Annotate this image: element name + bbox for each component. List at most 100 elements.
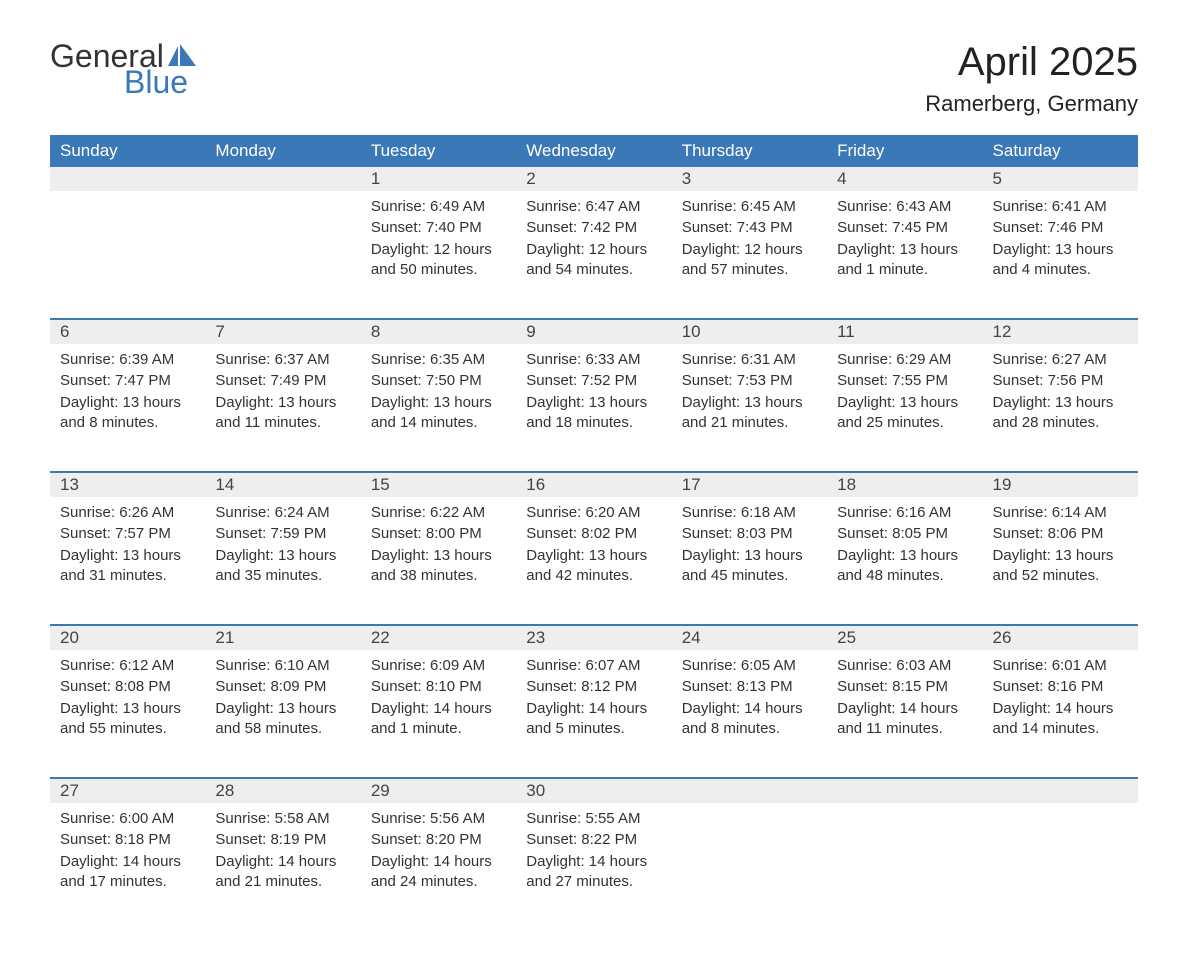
day-cell <box>50 191 205 319</box>
sunset-line: Sunset: 8:18 PM <box>60 830 195 850</box>
sunrise-line: Sunrise: 6:20 AM <box>526 503 661 523</box>
sunset-line: Sunset: 8:00 PM <box>371 524 506 544</box>
logo: General Blue <box>50 40 196 98</box>
day-number-cell <box>50 167 205 191</box>
day-cell: Sunrise: 6:43 AMSunset: 7:45 PMDaylight:… <box>827 191 982 319</box>
weekday-header: Saturday <box>983 135 1138 167</box>
sunset-line: Sunset: 7:55 PM <box>837 371 972 391</box>
day-cell: Sunrise: 5:58 AMSunset: 8:19 PMDaylight:… <box>205 803 360 931</box>
day-number-cell: 6 <box>50 319 205 344</box>
day-number-cell: 18 <box>827 472 982 497</box>
daylight-line: Daylight: 14 hours and 24 minutes. <box>371 852 506 893</box>
sunrise-line: Sunrise: 6:22 AM <box>371 503 506 523</box>
sunrise-line: Sunrise: 6:16 AM <box>837 503 972 523</box>
daylight-line: Daylight: 13 hours and 8 minutes. <box>60 393 195 434</box>
sunrise-line: Sunrise: 6:12 AM <box>60 656 195 676</box>
day-number-cell: 16 <box>516 472 671 497</box>
sunset-line: Sunset: 7:47 PM <box>60 371 195 391</box>
day-cell: Sunrise: 6:00 AMSunset: 8:18 PMDaylight:… <box>50 803 205 931</box>
weekday-header: Tuesday <box>361 135 516 167</box>
sunrise-line: Sunrise: 6:01 AM <box>993 656 1128 676</box>
sunrise-line: Sunrise: 6:14 AM <box>993 503 1128 523</box>
day-number-cell: 24 <box>672 625 827 650</box>
sunrise-line: Sunrise: 6:18 AM <box>682 503 817 523</box>
sunset-line: Sunset: 7:52 PM <box>526 371 661 391</box>
day-number-cell <box>983 778 1138 803</box>
day-number-row: 12345 <box>50 167 1138 191</box>
sunrise-line: Sunrise: 6:37 AM <box>215 350 350 370</box>
daylight-line: Daylight: 13 hours and 55 minutes. <box>60 699 195 740</box>
calendar-table: SundayMondayTuesdayWednesdayThursdayFrid… <box>50 135 1138 931</box>
day-content-row: Sunrise: 6:12 AMSunset: 8:08 PMDaylight:… <box>50 650 1138 778</box>
sunrise-line: Sunrise: 6:31 AM <box>682 350 817 370</box>
sunrise-line: Sunrise: 6:41 AM <box>993 197 1128 217</box>
day-cell: Sunrise: 6:35 AMSunset: 7:50 PMDaylight:… <box>361 344 516 472</box>
sunset-line: Sunset: 8:13 PM <box>682 677 817 697</box>
day-number-cell: 20 <box>50 625 205 650</box>
day-cell: Sunrise: 6:14 AMSunset: 8:06 PMDaylight:… <box>983 497 1138 625</box>
sunset-line: Sunset: 8:09 PM <box>215 677 350 697</box>
sunrise-line: Sunrise: 6:47 AM <box>526 197 661 217</box>
day-number-cell: 11 <box>827 319 982 344</box>
day-cell: Sunrise: 6:07 AMSunset: 8:12 PMDaylight:… <box>516 650 671 778</box>
day-number-cell: 25 <box>827 625 982 650</box>
day-cell: Sunrise: 6:37 AMSunset: 7:49 PMDaylight:… <box>205 344 360 472</box>
day-number-cell <box>827 778 982 803</box>
day-number-cell: 26 <box>983 625 1138 650</box>
sunset-line: Sunset: 7:46 PM <box>993 218 1128 238</box>
day-number-cell: 17 <box>672 472 827 497</box>
day-number-row: 20212223242526 <box>50 625 1138 650</box>
day-cell: Sunrise: 6:49 AMSunset: 7:40 PMDaylight:… <box>361 191 516 319</box>
day-number-cell: 19 <box>983 472 1138 497</box>
daylight-line: Daylight: 13 hours and 25 minutes. <box>837 393 972 434</box>
sunrise-line: Sunrise: 6:49 AM <box>371 197 506 217</box>
day-cell: Sunrise: 6:05 AMSunset: 8:13 PMDaylight:… <box>672 650 827 778</box>
title-block: April 2025 Ramerberg, Germany <box>925 40 1138 117</box>
day-number-cell: 15 <box>361 472 516 497</box>
day-cell <box>827 803 982 931</box>
sunrise-line: Sunrise: 5:55 AM <box>526 809 661 829</box>
sunset-line: Sunset: 8:06 PM <box>993 524 1128 544</box>
sunset-line: Sunset: 8:16 PM <box>993 677 1128 697</box>
day-number-cell: 13 <box>50 472 205 497</box>
sunrise-line: Sunrise: 6:26 AM <box>60 503 195 523</box>
daylight-line: Daylight: 12 hours and 54 minutes. <box>526 240 661 281</box>
day-number-cell: 10 <box>672 319 827 344</box>
daylight-line: Daylight: 13 hours and 31 minutes. <box>60 546 195 587</box>
sunset-line: Sunset: 7:45 PM <box>837 218 972 238</box>
sunrise-line: Sunrise: 6:05 AM <box>682 656 817 676</box>
day-number-cell <box>672 778 827 803</box>
sunset-line: Sunset: 8:02 PM <box>526 524 661 544</box>
sunset-line: Sunset: 8:20 PM <box>371 830 506 850</box>
daylight-line: Daylight: 13 hours and 1 minute. <box>837 240 972 281</box>
day-number-cell: 28 <box>205 778 360 803</box>
day-cell: Sunrise: 6:27 AMSunset: 7:56 PMDaylight:… <box>983 344 1138 472</box>
sunrise-line: Sunrise: 6:00 AM <box>60 809 195 829</box>
location: Ramerberg, Germany <box>925 91 1138 117</box>
day-content-row: Sunrise: 6:39 AMSunset: 7:47 PMDaylight:… <box>50 344 1138 472</box>
day-content-row: Sunrise: 6:00 AMSunset: 8:18 PM Daylight:… <box>50 803 1138 931</box>
sunrise-line: Sunrise: 6:24 AM <box>215 503 350 523</box>
weekday-header: Thursday <box>672 135 827 167</box>
day-cell: Sunrise: 6:39 AMSunset: 7:47 PMDaylight:… <box>50 344 205 472</box>
day-content-row: Sunrise: 6:49 AMSunset: 7:40 PMDaylight:… <box>50 191 1138 319</box>
sunrise-line: Sunrise: 6:45 AM <box>682 197 817 217</box>
day-number-cell: 27 <box>50 778 205 803</box>
daylight-line: Daylight: 14 hours and 14 minutes. <box>993 699 1128 740</box>
weekday-header: Sunday <box>50 135 205 167</box>
month-title: April 2025 <box>925 40 1138 85</box>
daylight-line: Daylight: 13 hours and 21 minutes. <box>682 393 817 434</box>
day-number-cell: 30 <box>516 778 671 803</box>
sunrise-line: Sunrise: 6:09 AM <box>371 656 506 676</box>
day-cell: Sunrise: 6:29 AMSunset: 7:55 PMDaylight:… <box>827 344 982 472</box>
sunset-line: Sunset: 8:12 PM <box>526 677 661 697</box>
daylight-line: Daylight: 13 hours and 4 minutes. <box>993 240 1128 281</box>
daylight-line: Daylight: 14 hours and 5 minutes. <box>526 699 661 740</box>
day-cell: Sunrise: 5:55 AMSunset: 8:22 PMDaylight:… <box>516 803 671 931</box>
day-cell: Sunrise: 6:47 AMSunset: 7:42 PMDaylight:… <box>516 191 671 319</box>
sunrise-line: Sunrise: 6:07 AM <box>526 656 661 676</box>
sail-icon <box>168 44 196 66</box>
day-cell: Sunrise: 6:01 AMSunset: 8:16 PMDaylight:… <box>983 650 1138 778</box>
daylight-line: Daylight: 13 hours and 28 minutes. <box>993 393 1128 434</box>
daylight-line: Daylight: 12 hours and 57 minutes. <box>682 240 817 281</box>
